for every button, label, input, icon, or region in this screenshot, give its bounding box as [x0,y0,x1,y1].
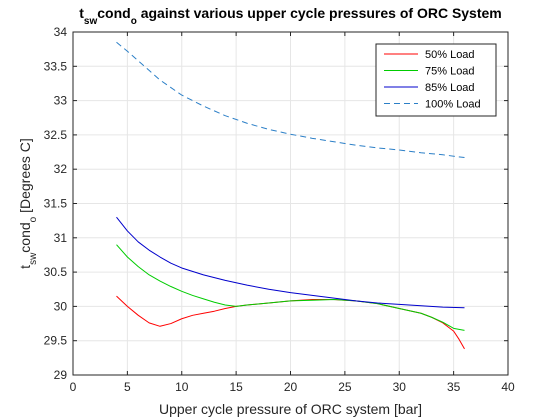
y-tick-label: 30.5 [44,265,68,279]
grid [72,31,509,376]
axes-frame [72,31,509,376]
label-text: t [17,265,33,269]
legend-label: 85% Load [425,82,475,94]
subscript-text: sw [84,16,98,27]
subscript-text: o [28,216,39,222]
subscript-text: o [131,16,137,27]
legend-label: 100% Load [425,99,481,111]
x-tick-label: 15 [229,380,243,394]
series-lines [116,41,465,350]
y-tick-label: 29.5 [44,334,68,348]
series-line-3 [116,41,465,159]
chart-title: tswcondo against various upper cycle pre… [79,5,502,27]
series-line-2 [116,216,465,309]
subscript-text: sw [28,252,39,265]
y-tick-label: 34 [54,25,68,39]
x-tick-label: 30 [393,380,407,394]
y-tick-label: 31 [54,231,68,245]
label-text: cond [97,5,130,21]
x-tick-label: 20 [284,380,298,394]
label-text: against various upper cycle pressures of… [137,5,502,21]
x-tick-label: 0 [70,380,77,394]
label-text: [Degrees C] [17,138,33,217]
x-tick-label: 10 [175,380,189,394]
y-tick-label: 32.5 [44,128,68,142]
y-tick-label: 31.5 [44,197,68,211]
y-tick-label: 29 [54,368,68,382]
legend-label: 75% Load [425,66,475,78]
x-tick-label: 5 [124,380,131,394]
legend: 50% Load 75% Load 85% Load 100% Load [375,43,497,117]
y-tick-label: 30 [54,299,68,313]
x-axis-label: Upper cycle pressure of ORC system [bar] [159,401,422,417]
x-tick-label: 40 [501,380,515,394]
y-axis-label: tswcondo [Degrees C] [17,138,39,269]
y-tick-label: 33.5 [44,59,68,73]
x-tick-label: 35 [447,380,461,394]
label-text: t [79,5,84,21]
x-tick-label: 25 [338,380,352,394]
label-text: cond [17,222,33,252]
tick-labels: 0 5 10 15 20 25 30 35 40 29 29.5 30 30.5 31 31.5 32 32.5… [44,25,515,394]
y-tick-label: 32 [54,162,68,176]
y-tick-label: 33 [54,94,68,108]
legend-label: 50% Load [425,49,475,61]
series-line-1 [116,244,465,331]
